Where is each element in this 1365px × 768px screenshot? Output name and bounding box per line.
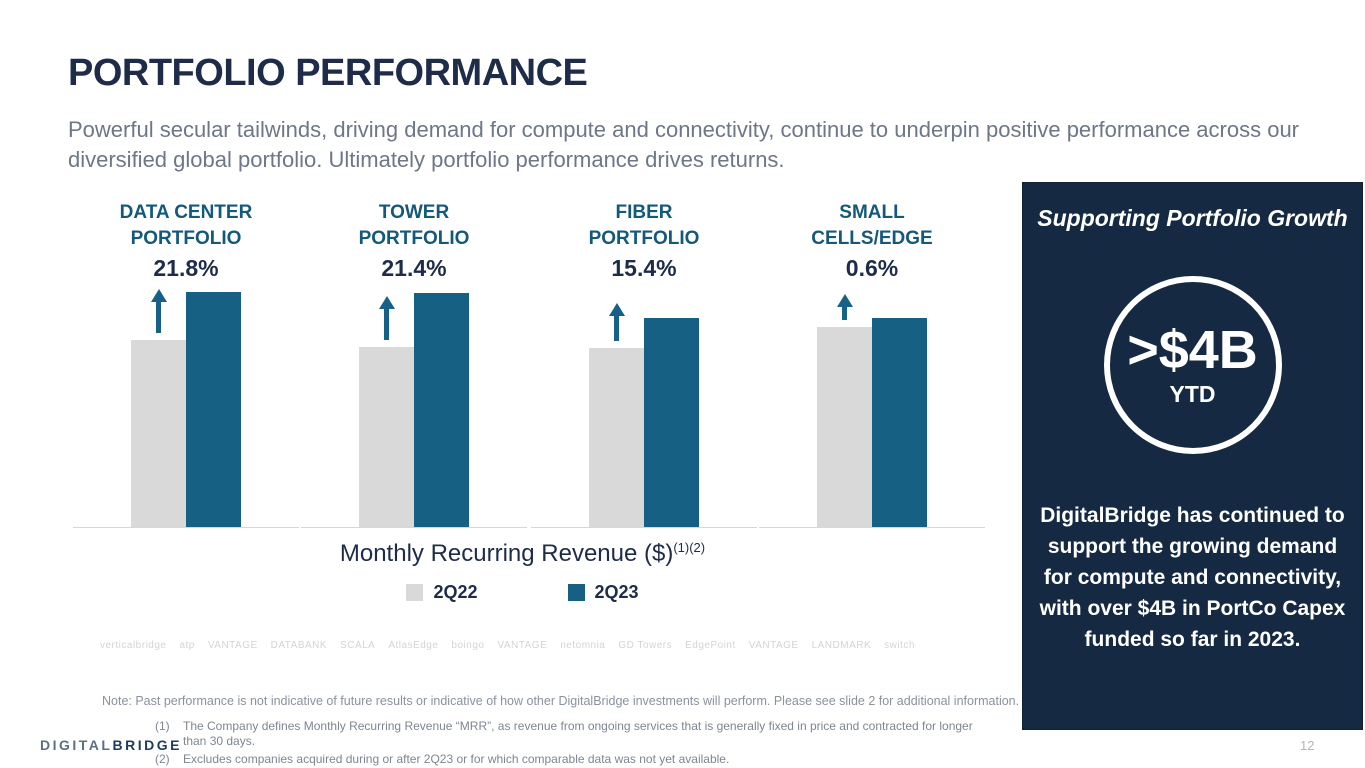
chart-title-text: Monthly Recurring Revenue ($) bbox=[339, 540, 674, 567]
brand-part-digital: DIGITAL bbox=[40, 737, 113, 753]
legend-label-2q23: 2Q23 bbox=[594, 582, 639, 602]
bar-2q22 bbox=[589, 348, 644, 527]
group-label: SMALL CELLS/EDGE bbox=[759, 200, 985, 252]
footnote-1: (1) The Company defines Monthly Recurrin… bbox=[155, 719, 985, 749]
portfolio-logo: atp bbox=[179, 640, 195, 651]
growth-arrow-icon bbox=[608, 303, 625, 341]
portfolio-logo: verticalbridge bbox=[100, 640, 167, 651]
capex-circle-badge: >$4B YTD bbox=[1103, 276, 1282, 454]
bar-2q23 bbox=[644, 318, 699, 527]
bar-2q23 bbox=[414, 293, 469, 527]
portfolio-logo: VANTAGE bbox=[748, 640, 799, 651]
panel-body-text: DigitalBridge has continued to support t… bbox=[1039, 504, 1346, 651]
supporting-growth-panel: Supporting Portfolio Growth >$4B YTD Dig… bbox=[1022, 182, 1363, 730]
group-label-line2: PORTFOLIO bbox=[358, 228, 470, 249]
bar-2q22 bbox=[359, 347, 414, 527]
portfolio-logo: VANTAGE bbox=[497, 640, 548, 651]
legend-label-2q22: 2Q22 bbox=[433, 582, 478, 602]
group-label-line1: SMALL bbox=[839, 202, 905, 223]
group-label: TOWER PORTFOLIO bbox=[301, 200, 527, 252]
bar-2q22 bbox=[817, 327, 872, 527]
arrow-shaft bbox=[614, 316, 619, 341]
growth-percent: 15.4% bbox=[611, 255, 677, 281]
group-label-line1: FIBER bbox=[615, 202, 673, 223]
growth-arrow-icon bbox=[378, 296, 395, 340]
chart-group-data-center: DATA CENTER PORTFOLIO 21.8% bbox=[73, 200, 299, 528]
bar-2q23 bbox=[872, 318, 927, 527]
group-label-line1: TOWER bbox=[378, 202, 450, 223]
growth-percent: 21.4% bbox=[381, 255, 447, 281]
portfolio-logo: switch bbox=[884, 640, 915, 651]
bars-area bbox=[531, 290, 757, 528]
portfolio-logo: boingo bbox=[451, 640, 485, 651]
group-label: DATA CENTER PORTFOLIO bbox=[73, 200, 299, 252]
footnote-2-text: Excludes companies acquired during or af… bbox=[183, 752, 730, 766]
arrow-head bbox=[836, 294, 853, 307]
bars-area bbox=[759, 290, 985, 528]
bar-2q23 bbox=[186, 292, 241, 527]
group-label: FIBER PORTFOLIO bbox=[531, 200, 757, 252]
group-label-line1: DATA CENTER bbox=[119, 202, 253, 223]
portfolio-logo: GD Towers bbox=[618, 640, 673, 651]
chart-legend: 2Q22 2Q23 bbox=[70, 582, 975, 603]
bars-area bbox=[73, 289, 299, 528]
growth-percent: 21.8% bbox=[153, 255, 219, 281]
chart-group-small-cells: SMALL CELLS/EDGE 0.6% bbox=[759, 200, 985, 528]
portfolio-logo: VANTAGE bbox=[207, 640, 258, 651]
brand-part-bridge: BRIDGE bbox=[112, 737, 182, 753]
bar-2q22 bbox=[131, 340, 186, 527]
portfolio-logo: LANDMARK bbox=[811, 640, 872, 651]
arrow-head bbox=[150, 289, 167, 302]
chart-title: Monthly Recurring Revenue ($)(1)(2) bbox=[70, 540, 975, 568]
footnote-1-text: The Company defines Monthly Recurring Re… bbox=[183, 719, 973, 748]
digitalbridge-logo: DIGITALBRIDGE bbox=[40, 737, 182, 753]
chart-title-superscript: (1)(2) bbox=[673, 540, 706, 555]
chart-group-tower: TOWER PORTFOLIO 21.4% bbox=[301, 200, 527, 528]
arrow-shaft bbox=[156, 302, 161, 333]
panel-heading: Supporting Portfolio Growth bbox=[1037, 205, 1348, 231]
capex-period: YTD bbox=[1169, 380, 1216, 407]
portfolio-logo: AtlasEdge bbox=[388, 640, 439, 651]
growth-percent: 0.6% bbox=[845, 255, 899, 281]
portfolio-logo: EdgePoint bbox=[685, 640, 736, 651]
legend-swatch-2q23 bbox=[567, 584, 585, 601]
footnote-2: (2) Excludes companies acquired during o… bbox=[155, 752, 985, 767]
arrow-head bbox=[608, 303, 625, 316]
bars-area bbox=[301, 290, 527, 528]
footnote-2-number: (2) bbox=[155, 752, 170, 766]
legend-item-2q23: 2Q23 bbox=[567, 582, 639, 603]
chart-group-fiber: FIBER PORTFOLIO 15.4% bbox=[531, 200, 757, 528]
slide-subtitle: Powerful secular tailwinds, driving dema… bbox=[68, 117, 1300, 172]
legend-swatch-2q22 bbox=[406, 584, 424, 601]
arrow-shaft bbox=[842, 307, 847, 320]
group-label-line2: CELLS/EDGE bbox=[811, 228, 933, 249]
arrow-shaft bbox=[384, 309, 389, 340]
growth-arrow-icon bbox=[150, 289, 167, 333]
portfolio-logos-row: verticalbridge atp VANTAGE DATABANK SCALA Atl… bbox=[100, 640, 915, 651]
footnote-1-number: (1) bbox=[155, 719, 170, 733]
capex-value: >$4B bbox=[1127, 319, 1258, 380]
legend-item-2q22: 2Q22 bbox=[406, 582, 478, 603]
page-title: PORTFOLIO PERFORMANCE bbox=[68, 52, 588, 94]
arrow-head bbox=[378, 296, 395, 309]
portfolio-logo: SCALA bbox=[340, 640, 376, 651]
group-label-line2: PORTFOLIO bbox=[588, 228, 700, 249]
group-label-line2: PORTFOLIO bbox=[130, 228, 242, 249]
footnotes: (1) The Company defines Monthly Recurrin… bbox=[155, 719, 985, 768]
portfolio-logo: DATABANK bbox=[270, 640, 328, 651]
performance-note: Note: Past performance is not indicative… bbox=[102, 694, 1020, 708]
portfolio-logo: netomnia bbox=[560, 640, 606, 651]
growth-arrow-icon bbox=[836, 294, 853, 320]
page-number: 12 bbox=[1300, 738, 1315, 753]
